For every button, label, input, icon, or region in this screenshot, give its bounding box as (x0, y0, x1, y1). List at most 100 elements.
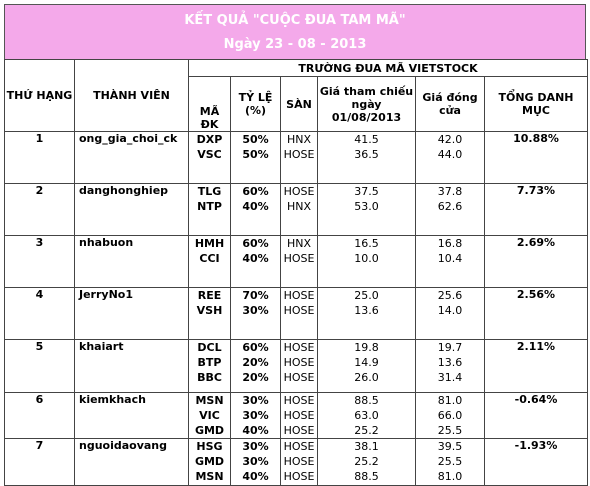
member-cell: nguoidaovang (74, 438, 189, 486)
stock-ratio: 30% (242, 455, 269, 468)
stock-ratio-cell: 60% 20% 20% (230, 339, 281, 393)
stock-code: REE (197, 289, 222, 302)
stock-ref-price: 36.5 (354, 148, 379, 161)
stock-ratio-cell: 30% 30% 40% (230, 392, 281, 439)
rank-cell: 5 (4, 339, 75, 393)
table-row: 4 JerryNo1 REE VSH 70% 30% HOSE HOSE 25.0 13.6 25.… (4, 287, 588, 340)
stock-code: CCI (199, 252, 220, 265)
header-exchange: SÀN (280, 76, 318, 132)
stock-ratio: 40% (242, 252, 269, 265)
stock-exchange-cell: HNX HOSE (280, 235, 318, 288)
table-row: 1 ong_gia_choi_ck DXP VSC 50% 50% HNX HOSE 41.5 3… (4, 131, 588, 184)
stock-code-cell: DCL BTP BBC (188, 339, 231, 393)
stock-close-price: 19.7 (437, 341, 463, 354)
stock-exchange-cell: HNX HOSE (280, 131, 318, 184)
stock-ratio: 30% (242, 440, 269, 453)
stock-close-price: 14.0 (437, 304, 463, 317)
stock-exchange: HOSE (283, 371, 315, 384)
stock-ratio: 60% (242, 341, 269, 354)
stock-close-price: 25.6 (437, 289, 463, 302)
stock-close-price-cell: 39.5 25.5 81.0 (415, 438, 485, 486)
member-cell: kiemkhach (74, 392, 189, 439)
stock-ref-price: 10.0 (354, 252, 379, 265)
stock-close-price-cell: 81.0 66.0 25.5 (415, 392, 485, 439)
stock-exchange: HNX (286, 200, 312, 213)
stock-ref-price: 25.2 (354, 424, 379, 437)
table-row: 7 nguoidaovang HSG GMD MSN 30% 30% 40% HOSE HOSE H… (4, 438, 588, 486)
stock-code: TLG (197, 185, 222, 198)
stock-ratio: 50% (242, 133, 269, 146)
stock-code: HSG (196, 440, 223, 453)
stock-exchange-cell: HOSE HOSE (280, 287, 318, 340)
member-cell: JerryNo1 (74, 287, 189, 340)
stock-ref-price-cell: 19.8 14.9 26.0 (317, 339, 416, 393)
stock-close-price-cell: 42.0 44.0 (415, 131, 485, 184)
member-cell: ong_gia_choi_ck (74, 131, 189, 184)
stock-exchange: HOSE (283, 252, 315, 265)
stock-code: HMH (194, 237, 225, 250)
total-cell: 2.11% (484, 339, 588, 393)
header-rank: THỨ HẠNG (4, 59, 75, 132)
header-code: MÃ ĐK (188, 76, 231, 132)
member-cell: khaiart (74, 339, 189, 393)
stock-ref-price: 38.1 (354, 440, 379, 453)
stock-exchange: HOSE (283, 148, 315, 161)
header-total: TỔNG DANH MỤC (484, 76, 588, 132)
stock-close-price: 31.4 (437, 371, 463, 384)
stock-exchange: HOSE (283, 341, 315, 354)
stock-code: NTP (197, 200, 222, 213)
stock-ratio: 20% (242, 356, 269, 369)
stock-exchange: HOSE (283, 470, 315, 483)
stock-ref-price-cell: 41.5 36.5 (317, 131, 416, 184)
total-cell: -0.64% (484, 392, 588, 439)
stock-ref-price-cell: 37.5 53.0 (317, 183, 416, 236)
stock-code: GMD (194, 455, 225, 468)
stock-exchange-cell: HOSE HOSE HOSE (280, 438, 318, 486)
stock-close-price: 39.5 (437, 440, 463, 453)
rank-cell: 1 (4, 131, 75, 184)
stock-exchange: HOSE (283, 440, 315, 453)
stock-exchange: HOSE (283, 304, 315, 317)
stock-exchange: HOSE (283, 185, 315, 198)
stock-ref-price: 16.5 (354, 237, 379, 250)
stock-ref-price: 19.8 (354, 341, 379, 354)
member-cell: nhabuon (74, 235, 189, 288)
header-close-price: Giá đóng cửa (415, 76, 485, 132)
rank-cell: 7 (4, 438, 75, 486)
total-cell: 2.69% (484, 235, 588, 288)
header-group: TRƯỜNG ĐUA MÃ VIETSTOCK (188, 59, 588, 77)
rank-cell: 6 (4, 392, 75, 439)
stock-close-price: 62.6 (437, 200, 463, 213)
stock-ref-price: 14.9 (354, 356, 379, 369)
stock-ref-price: 25.2 (354, 455, 379, 468)
stock-ref-price: 26.0 (354, 371, 379, 384)
stock-close-price: 16.8 (437, 237, 463, 250)
stock-code-cell: REE VSH (188, 287, 231, 340)
stock-close-price: 66.0 (437, 409, 463, 422)
stock-ratio: 60% (242, 185, 269, 198)
stock-ratio: 40% (242, 424, 269, 437)
stock-close-price: 13.6 (437, 356, 463, 369)
stock-exchange: HOSE (283, 289, 315, 302)
stock-ref-price: 63.0 (354, 409, 379, 422)
total-cell: 10.88% (484, 131, 588, 184)
stock-exchange: HNX (286, 133, 312, 146)
stock-ratio: 50% (242, 148, 269, 161)
page-title: KẾT QUẢ "CUỘC ĐUA TAM MÃ" (184, 13, 406, 28)
stock-ratio-cell: 30% 30% 40% (230, 438, 281, 486)
header-ref-price: Giá tham chiếu ngày 01/08/2013 (317, 76, 416, 132)
stock-close-price: 44.0 (437, 148, 463, 161)
results-table: THỨ HẠNG THÀNH VIÊN TRƯỜNG ĐUA MÃ VIETST… (4, 59, 588, 486)
stock-code: GMD (194, 424, 225, 437)
stock-ratio: 40% (242, 470, 269, 483)
stock-close-price-cell: 37.8 62.6 (415, 183, 485, 236)
stock-ref-price-cell: 25.0 13.6 (317, 287, 416, 340)
stock-ratio: 70% (242, 289, 269, 302)
stock-close-price: 25.5 (437, 424, 463, 437)
rank-cell: 4 (4, 287, 75, 340)
stock-code: BTP (197, 356, 222, 369)
stock-close-price: 81.0 (437, 470, 463, 483)
stock-code-cell: HMH CCI (188, 235, 231, 288)
stock-exchange-cell: HOSE HOSE HOSE (280, 339, 318, 393)
